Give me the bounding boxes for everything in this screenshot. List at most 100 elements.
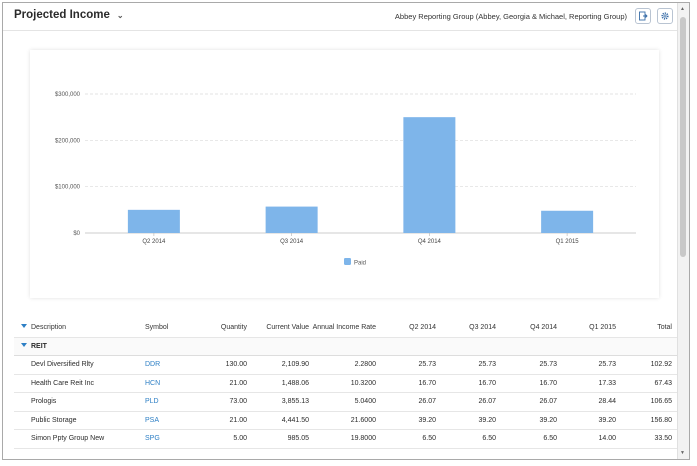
bar <box>265 206 318 233</box>
cell-q4-2014: 6.50 <box>543 435 557 442</box>
export-icon <box>639 11 648 21</box>
cell-q1-2015: 14.00 <box>598 435 616 442</box>
col-q4-2014[interactable]: Q4 2014 <box>530 324 557 331</box>
legend-swatch <box>344 258 351 265</box>
projected-income-chart: $0 $100,000 $200,000 $300,000 Q2 2014 Q3 2014… <box>30 50 659 298</box>
cell-quantity: 21.00 <box>229 379 247 387</box>
scroll-up-icon[interactable]: ▲ <box>680 6 685 12</box>
x-tick-label: Q2 2014 <box>142 239 166 245</box>
cell-description: Public Storage <box>31 416 77 424</box>
scroll-thumb[interactable] <box>680 17 686 257</box>
cell-q3-2014: 16.70 <box>478 379 496 387</box>
cell-q4-2014: 25.73 <box>539 361 557 368</box>
cell-q3-2014: 26.07 <box>478 398 496 405</box>
bar <box>541 210 594 233</box>
cell-q3-2014: 25.73 <box>478 361 496 368</box>
legend-label: Paid <box>354 261 366 267</box>
bar <box>403 117 456 233</box>
cell-description: Simon Ppty Group New <box>31 435 105 442</box>
group-row-reit[interactable]: REIT <box>14 337 677 356</box>
cell-current-value: 1,488.06 <box>281 379 309 387</box>
cell-q1-2015: 17.33 <box>598 379 616 387</box>
group-label: REIT <box>31 342 47 350</box>
col-total[interactable]: Total <box>657 324 672 331</box>
cell-quantity: 5.00 <box>233 435 247 442</box>
y-tick-label: $200,000 <box>55 138 81 144</box>
report-title-dropdown[interactable]: Projected Income ⌄ <box>14 9 124 21</box>
col-q3-2014[interactable]: Q3 2014 <box>469 324 496 331</box>
cell-q2-2014: 26.07 <box>418 398 436 405</box>
cell-q1-2015: 39.20 <box>598 416 616 424</box>
report-window: Projected Income ⌄ Abbey Reporting Group… <box>2 2 690 460</box>
gear-icon <box>661 12 669 20</box>
cell-q3-2014: 6.50 <box>482 435 496 442</box>
cell-symbol[interactable]: PSA <box>145 416 160 424</box>
cell-q4-2014: 26.07 <box>539 398 557 405</box>
cell-description: Prologis <box>31 398 57 405</box>
cell-symbol[interactable]: PLD <box>145 398 159 405</box>
cell-current-value: 3,855.13 <box>281 398 309 405</box>
reporting-group-label: Abbey Reporting Group (Abbey, Georgia & … <box>394 12 627 21</box>
cell-total: 102.92 <box>650 361 672 368</box>
cell-total: 156.80 <box>650 416 672 424</box>
page-title: Projected Income <box>14 9 110 21</box>
cell-quantity: 21.00 <box>229 416 247 424</box>
y-tick-label: $0 <box>73 231 80 237</box>
chevron-down-icon: ⌄ <box>116 10 124 20</box>
cell-current-value: 4,441.50 <box>281 416 309 424</box>
report-header: Projected Income ⌄ Abbey Reporting Group… <box>3 3 677 31</box>
table-row[interactable]: Public Storage PSA 21.00 4,441.50 21.6000 39.… <box>14 412 677 430</box>
cell-description: Devl Diversified Rlty <box>31 361 94 368</box>
table-row[interactable]: Simon Ppty Group New SPG 5.00 985.05 19.8000… <box>14 430 677 449</box>
bar-chart: $0 $100,000 $200,000 $300,000 Q2 2014 Q3 2014… <box>55 92 636 267</box>
table-row[interactable]: Prologis PLD 73.00 3,855.13 5.0400 26.07 26.07… <box>14 393 677 412</box>
cell-total: 33.50 <box>654 435 672 442</box>
y-tick-label: $100,000 <box>55 185 81 191</box>
cell-description: Health Care Reit Inc <box>31 379 95 387</box>
col-quantity[interactable]: Quantity <box>220 324 247 331</box>
scroll-down-icon[interactable]: ▼ <box>680 450 685 456</box>
cell-current-value: 985.05 <box>287 435 309 442</box>
cell-total: 67.43 <box>654 379 672 387</box>
cell-q2-2014: 6.50 <box>422 435 436 442</box>
x-tick-label: Q3 2014 <box>280 239 304 245</box>
cell-quantity: 73.00 <box>229 398 247 405</box>
collapse-all-toggle[interactable] <box>21 319 31 337</box>
table-row[interactable]: Devl Diversified Rlty DDR 130.00 2,109.90 2.… <box>14 356 677 375</box>
cell-annual-income-rate: 2.2800 <box>354 361 376 368</box>
cell-symbol[interactable]: SPG <box>145 435 160 442</box>
x-tick-label: Q4 2014 <box>418 239 442 245</box>
settings-button[interactable] <box>657 8 673 24</box>
vertical-scrollbar[interactable]: ▲ ▼ <box>677 3 689 459</box>
table-header-row: Description Symbol Quantity Current Valu… <box>14 319 677 338</box>
col-description[interactable]: Description <box>31 324 67 331</box>
y-tick-label: $300,000 <box>55 92 81 98</box>
cell-annual-income-rate: 10.3200 <box>350 379 376 387</box>
cell-annual-income-rate: 19.8000 <box>350 435 376 442</box>
cell-q4-2014: 16.70 <box>539 379 557 387</box>
col-current-value[interactable]: Current Value <box>266 324 309 331</box>
triangle-down-icon <box>21 324 27 328</box>
table-row[interactable]: Health Care Reit Inc HCN 21.00 1,488.06 10.3… <box>14 375 677 393</box>
group-toggle[interactable] <box>21 338 31 356</box>
cell-q2-2014: 16.70 <box>418 379 436 387</box>
cell-total: 106.65 <box>650 398 672 405</box>
cell-annual-income-rate: 21.6000 <box>350 416 376 424</box>
cell-symbol[interactable]: DDR <box>145 361 161 368</box>
cell-q1-2015: 28.44 <box>598 398 616 405</box>
col-annual-income-rate[interactable]: Annual Income Rate <box>312 324 376 331</box>
export-button[interactable] <box>635 8 651 24</box>
cell-q2-2014: 39.20 <box>418 416 436 424</box>
cell-q4-2014: 39.20 <box>539 416 557 424</box>
cell-annual-income-rate: 5.0400 <box>354 398 376 405</box>
bar <box>127 209 180 233</box>
x-tick-label: Q1 2015 <box>556 239 580 245</box>
triangle-down-icon <box>21 342 27 347</box>
col-q2-2014[interactable]: Q2 2014 <box>409 324 436 331</box>
cell-q3-2014: 39.20 <box>478 416 496 424</box>
col-q1-2015[interactable]: Q1 2015 <box>589 324 616 331</box>
col-symbol[interactable]: Symbol <box>145 324 169 331</box>
cell-q2-2014: 25.73 <box>418 361 436 368</box>
cell-symbol[interactable]: HCN <box>145 379 161 387</box>
income-table: Description Symbol Quantity Current Valu… <box>14 319 677 449</box>
